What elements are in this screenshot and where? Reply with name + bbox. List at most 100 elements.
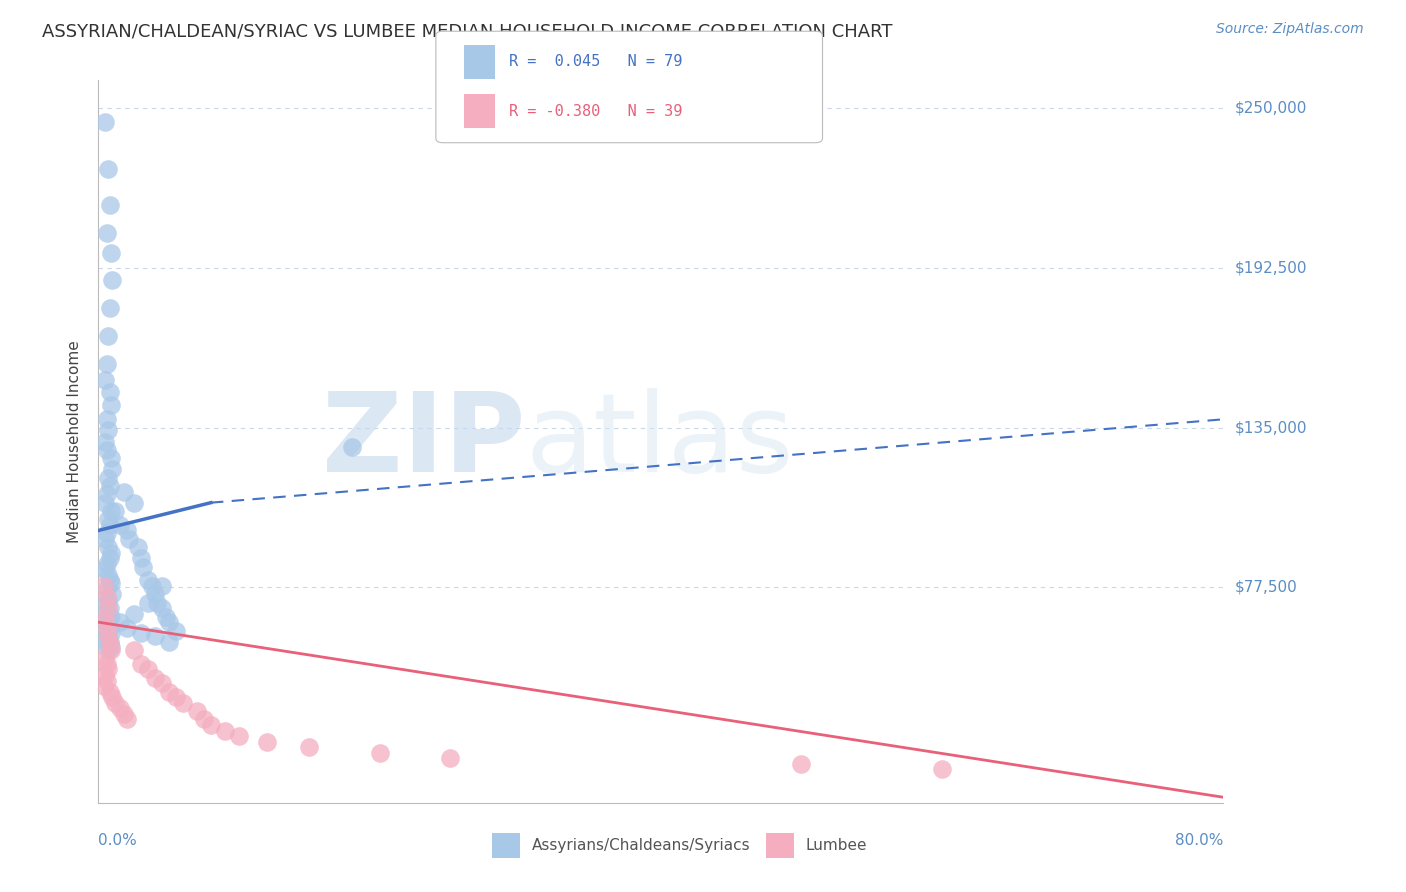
Point <box>96 412 118 426</box>
Point <box>98 601 121 615</box>
Point <box>98 637 121 651</box>
Point <box>200 718 222 732</box>
Point <box>98 574 121 588</box>
Point <box>100 546 122 560</box>
Point <box>94 115 117 129</box>
Point <box>157 684 180 698</box>
Point <box>112 484 135 499</box>
Point <box>96 590 118 604</box>
Point <box>122 607 145 621</box>
Point <box>98 684 121 698</box>
Point <box>108 615 131 630</box>
Point <box>101 462 124 476</box>
Point <box>150 601 173 615</box>
Text: 0.0%: 0.0% <box>98 833 138 848</box>
Point <box>97 540 120 554</box>
Point <box>97 512 120 526</box>
Point <box>97 662 120 676</box>
Point <box>96 226 118 240</box>
Point <box>98 551 121 566</box>
Point <box>98 517 121 532</box>
Point <box>122 496 145 510</box>
Text: atlas: atlas <box>526 388 794 495</box>
Point <box>97 643 120 657</box>
Point <box>129 551 152 566</box>
Point <box>98 301 121 315</box>
Text: Lumbee: Lumbee <box>806 838 868 853</box>
Point <box>143 671 166 685</box>
Point <box>101 690 124 705</box>
Text: R =  0.045   N = 79: R = 0.045 N = 79 <box>509 54 682 70</box>
Point <box>96 604 118 618</box>
Point <box>157 615 180 630</box>
Point <box>96 637 118 651</box>
Point <box>115 713 138 727</box>
Point <box>100 640 122 655</box>
Point <box>100 643 122 657</box>
Point <box>150 579 173 593</box>
Text: $77,500: $77,500 <box>1234 580 1298 595</box>
Point <box>165 624 187 638</box>
Point <box>94 612 117 626</box>
Point <box>97 162 120 177</box>
Point <box>186 704 208 718</box>
Point <box>115 621 138 635</box>
Point <box>96 442 118 457</box>
Point <box>340 440 363 454</box>
Point <box>94 651 117 665</box>
Point <box>104 696 127 710</box>
Point <box>136 596 159 610</box>
Text: ASSYRIAN/CHALDEAN/SYRIAC VS LUMBEE MEDIAN HOUSEHOLD INCOME CORRELATION CHART: ASSYRIAN/CHALDEAN/SYRIAC VS LUMBEE MEDIA… <box>42 22 893 40</box>
Point <box>98 634 121 648</box>
Point <box>94 596 117 610</box>
Point <box>94 373 117 387</box>
Point <box>136 574 159 588</box>
Point <box>93 679 115 693</box>
Point <box>172 696 194 710</box>
Point <box>96 526 118 541</box>
Point <box>97 471 120 485</box>
Point <box>108 517 131 532</box>
Point <box>132 559 155 574</box>
Point <box>97 329 120 343</box>
Point <box>93 579 115 593</box>
Point <box>141 579 163 593</box>
Point <box>129 657 152 671</box>
Point <box>931 763 953 777</box>
Point <box>112 706 135 721</box>
Point <box>228 729 250 743</box>
Point <box>165 690 187 705</box>
Point <box>193 713 215 727</box>
Point <box>96 582 118 596</box>
Point <box>96 657 118 671</box>
Point <box>439 751 461 765</box>
Point <box>101 273 124 287</box>
Point <box>96 621 118 635</box>
Point <box>100 626 122 640</box>
Point <box>155 609 177 624</box>
Point <box>100 398 122 412</box>
Point <box>98 479 121 493</box>
Point <box>94 632 117 646</box>
Text: ZIP: ZIP <box>322 388 526 495</box>
Point <box>100 609 122 624</box>
Text: R = -0.380   N = 39: R = -0.380 N = 39 <box>509 103 682 119</box>
Point <box>94 668 117 682</box>
Point <box>94 434 117 449</box>
Point <box>100 504 122 518</box>
Point <box>96 487 118 501</box>
Point <box>97 612 120 626</box>
Text: Assyrians/Chaldeans/Syriacs: Assyrians/Chaldeans/Syriacs <box>531 838 749 853</box>
Point <box>96 357 118 371</box>
Point <box>104 504 127 518</box>
Point <box>157 634 180 648</box>
Point <box>790 756 813 771</box>
Point <box>97 568 120 582</box>
Point <box>100 245 122 260</box>
Point <box>96 624 118 638</box>
Point <box>94 562 117 576</box>
Point <box>136 662 159 676</box>
Y-axis label: Median Household Income: Median Household Income <box>67 340 83 543</box>
Point <box>96 557 118 571</box>
Point <box>98 621 121 635</box>
